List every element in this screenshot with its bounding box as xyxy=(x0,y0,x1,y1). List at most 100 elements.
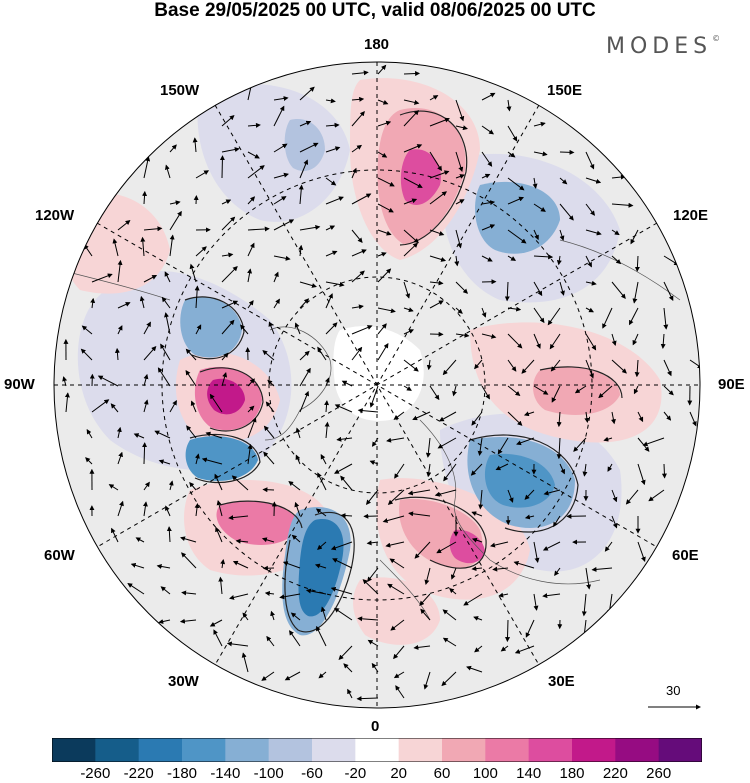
wind-vector xyxy=(169,144,177,153)
wind-vector xyxy=(108,484,119,491)
wind-vector xyxy=(351,346,363,361)
wind-vector xyxy=(403,99,420,105)
wind-vector xyxy=(242,612,249,621)
wind-vector xyxy=(195,170,210,179)
wind-vector xyxy=(247,165,265,179)
wind-vector xyxy=(325,196,344,205)
wind-vector xyxy=(504,281,510,302)
lon-label-150e: 150E xyxy=(547,82,583,99)
wind-vector xyxy=(455,229,463,249)
wind-vector xyxy=(261,671,275,681)
wind-vector xyxy=(377,64,387,75)
wind-vector xyxy=(490,541,509,548)
wind-vector xyxy=(637,541,646,563)
wind-vector xyxy=(231,475,249,491)
wind-vector xyxy=(265,401,275,413)
wind-vector xyxy=(142,190,148,205)
wind-vector xyxy=(262,487,275,493)
wind-vector xyxy=(247,151,260,159)
wind-vector xyxy=(524,489,535,500)
wind-vector xyxy=(574,385,587,394)
colorbar-segment xyxy=(658,738,702,762)
wind-vector xyxy=(386,437,405,443)
wind-vector xyxy=(507,385,521,397)
wind-vector xyxy=(189,263,197,283)
colorbar-tick-label: -60 xyxy=(301,765,323,782)
wind-vector xyxy=(263,451,275,465)
wind-vector xyxy=(160,586,171,595)
wind-vector xyxy=(166,526,172,543)
wind-vector xyxy=(139,295,145,309)
wind-vector xyxy=(294,501,301,517)
wind-vector xyxy=(429,229,445,236)
wind-vector xyxy=(324,377,330,387)
map-border xyxy=(53,61,701,709)
wind-vector xyxy=(294,322,301,335)
colorbar-tick-label: 260 xyxy=(646,765,672,782)
wind-vector xyxy=(516,437,535,446)
wind-vector xyxy=(500,645,509,652)
wind-vector xyxy=(332,558,353,569)
wind-vector xyxy=(394,463,405,479)
wind-vector xyxy=(403,329,415,335)
wind-vector xyxy=(553,515,561,528)
wind-vector xyxy=(273,143,288,153)
wind-vector xyxy=(142,442,148,465)
wind-vector xyxy=(559,229,565,241)
wind-vector xyxy=(185,369,197,387)
wind-vector xyxy=(429,191,447,205)
wind-vector xyxy=(377,323,387,335)
wind-vector xyxy=(633,385,639,395)
wind-vector xyxy=(371,662,379,673)
wind-vector xyxy=(507,359,517,372)
wind-vector xyxy=(377,151,388,158)
colorbar-tick-label: 180 xyxy=(559,765,585,782)
wind-vector xyxy=(324,421,330,439)
wind-vector xyxy=(442,609,457,621)
wind-vector xyxy=(218,576,224,595)
wind-vector xyxy=(408,511,431,517)
wind-vector xyxy=(663,281,674,301)
wind-vector xyxy=(215,526,223,543)
wind-vector xyxy=(463,593,483,606)
wind-vector xyxy=(142,501,148,517)
wind-vector xyxy=(192,137,198,153)
wind-vector xyxy=(324,400,330,413)
wind-vector xyxy=(533,333,541,349)
wind-vector xyxy=(471,537,483,543)
wind-vector xyxy=(533,541,540,563)
wind-vector xyxy=(334,404,353,413)
wind-vector xyxy=(247,405,255,413)
wind-vector xyxy=(477,437,483,456)
wind-vector xyxy=(602,307,613,329)
wind-vector xyxy=(325,322,338,335)
wind-vector xyxy=(315,508,327,517)
wind-vector xyxy=(169,234,175,257)
wind-vector xyxy=(611,255,622,265)
wind-vector xyxy=(221,115,235,127)
wind-vector xyxy=(542,593,561,599)
wind-vector xyxy=(449,587,457,595)
wind-vector xyxy=(559,203,574,221)
wind-vector xyxy=(559,463,565,475)
wind-vector xyxy=(585,567,592,590)
wind-vector xyxy=(429,151,442,172)
wind-vector xyxy=(604,541,613,552)
wind-vector xyxy=(330,541,353,551)
wind-vector xyxy=(330,586,353,595)
wind-vector xyxy=(247,122,261,128)
wind-vector xyxy=(556,255,562,266)
wind-vector xyxy=(471,566,483,572)
wind-vector xyxy=(325,146,341,153)
wind-vector xyxy=(466,665,483,673)
wind-vector xyxy=(295,454,301,465)
wind-vector xyxy=(156,564,171,569)
wind-vector xyxy=(273,271,279,283)
wind-vector xyxy=(83,244,93,257)
wind-vector xyxy=(611,515,618,529)
wind-vector xyxy=(130,562,145,569)
wind-vector xyxy=(423,671,431,690)
colorbar-segment xyxy=(398,738,443,762)
wind-vector xyxy=(160,343,171,361)
wind-vector xyxy=(582,463,588,477)
